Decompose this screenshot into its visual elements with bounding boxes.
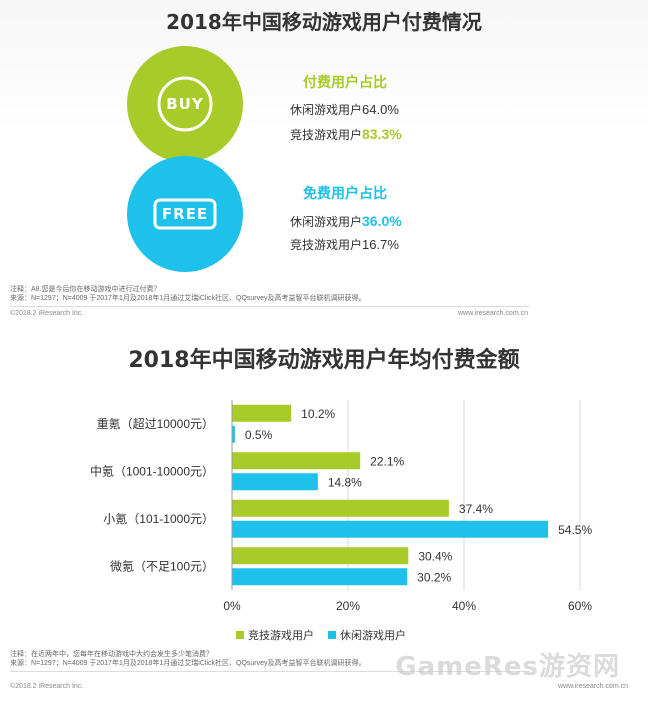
category-label: 小氪（101-1000元） — [103, 511, 214, 526]
free-casual-value: 36.0% — [362, 213, 402, 229]
bar-competitive — [232, 547, 409, 565]
paid-casual-row: 休闲游戏用户64.0% — [290, 98, 402, 122]
paid-casual-value: 64.0% — [362, 102, 399, 117]
divider — [10, 671, 530, 672]
data-label: 14.8% — [328, 475, 362, 489]
paid-competitive-value: 83.3% — [362, 126, 402, 142]
data-label: 30.2% — [417, 570, 451, 584]
data-label: 54.5% — [558, 523, 592, 537]
x-tick-label: 20% — [336, 599, 360, 613]
paid-competitive-row: 竞技游戏用户83.3% — [290, 122, 402, 146]
free-circle-graphic — [127, 156, 243, 272]
chart-title: 2018年中国移动游戏用户年均付费金额 — [128, 348, 520, 373]
free-icon: FREE — [127, 156, 243, 272]
legend-item-casual: 休闲游戏用户 — [328, 627, 406, 643]
note-line: 注释：A8.您是今后你在移动游戏中进行过付费？ — [10, 286, 161, 293]
legend-swatch-casual — [328, 631, 336, 639]
free-casual-row: 休闲游戏用户36.0% — [290, 209, 402, 233]
data-label: 37.4% — [459, 502, 493, 516]
x-tick-label: 60% — [568, 599, 592, 613]
watermark-logo: GameRes游资网 — [395, 652, 620, 682]
legend-label-competitive: 竞技游戏用户 — [248, 630, 314, 642]
data-label: 22.1% — [370, 454, 404, 468]
site-url: www.iresearch.com.cn — [557, 683, 628, 690]
bar-casual — [232, 520, 549, 538]
bar-casual — [232, 568, 408, 586]
divider — [10, 306, 530, 307]
copyright: ©2018.2 iResearch Inc. — [10, 683, 84, 690]
note-line: 注释：在近两年中，您每年在移动游戏中大约会发生多少笔消费？ — [10, 651, 213, 658]
free-competitive-row: 竞技游戏用户16.7% — [290, 233, 402, 257]
data-label: 10.2% — [301, 407, 335, 421]
bar-competitive — [232, 404, 292, 422]
note-text-bottom: 注释：在近两年中，您每年在移动游戏中大约会发生多少笔消费？ 来源：N=1297；… — [10, 650, 366, 668]
legend-label-casual: 休闲游戏用户 — [340, 630, 406, 642]
buy-icon: BUY — [127, 46, 243, 162]
site-url: www.iresearch.com.cn — [457, 310, 528, 317]
legend-item-competitive: 竞技游戏用户 — [236, 627, 314, 643]
source-line: 来源：N=1297；N=4009 于2017年1月及2018年1月通过艾瑞iCl… — [10, 660, 366, 667]
category-label: 中氪（1001-10000元） — [90, 463, 214, 478]
bar-competitive — [232, 499, 449, 517]
free-casual-label: 休闲游戏用户 — [290, 215, 363, 229]
free-stats: 免费用户占比 休闲游戏用户36.0% 竞技游戏用户16.7% — [290, 183, 402, 257]
buy-circle-graphic — [127, 46, 243, 162]
free-competitive-label: 竞技游戏用户 — [290, 238, 363, 252]
buy-icon-text: BUY — [166, 95, 204, 113]
bar-casual — [232, 473, 318, 491]
bar-chart: 0% 20% 40% 60% 重氪（超过10000元） 10.2% 0.5% 中氪（1001-… — [90, 400, 592, 613]
spending-panel: 2018年中国移动游戏用户年均付费金额 0% 20% 40% 60% 重氪（超过1000… — [0, 328, 648, 701]
paid-stats: 付费用户占比 休闲游戏用户64.0% 竞技游戏用户83.3% — [290, 72, 402, 146]
note-text: 注释：A8.您是今后你在移动游戏中进行过付费？ 来源：N=1297；N=4009… — [10, 285, 366, 303]
free-icon-text: FREE — [161, 205, 209, 223]
legend: 竞技游戏用户 休闲游戏用户 — [236, 627, 406, 643]
paid-heading: 付费用户占比 — [303, 74, 387, 90]
paid-competitive-label: 竞技游戏用户 — [290, 128, 363, 142]
category-label: 重氪（超过10000元） — [97, 416, 214, 431]
free-competitive-value: 16.7% — [362, 237, 399, 252]
x-tick-label: 0% — [223, 599, 241, 613]
bar-competitive — [232, 452, 361, 470]
paid-ratio-panel: 2018年中国移动游戏用户付费情况 BUY 付费用户占比 休闲游戏用户64.0%… — [0, 0, 648, 326]
copyright: ©2018.2 iResearch Inc. — [10, 310, 84, 317]
paid-casual-label: 休闲游戏用户 — [290, 103, 363, 117]
category-label: 微氪（不足100元） — [110, 558, 214, 573]
x-tick-label: 40% — [452, 599, 476, 613]
free-heading: 免费用户占比 — [303, 185, 387, 201]
legend-swatch-competitive — [236, 631, 244, 639]
data-label: 0.5% — [245, 428, 273, 442]
panel-title: 2018年中国移动游戏用户付费情况 — [166, 10, 482, 34]
source-line: 来源：N=1297；N=4009 于2017年1月及2018年1月通过艾瑞iCl… — [10, 295, 366, 302]
bar-casual — [232, 425, 235, 443]
data-label: 30.4% — [418, 549, 452, 563]
